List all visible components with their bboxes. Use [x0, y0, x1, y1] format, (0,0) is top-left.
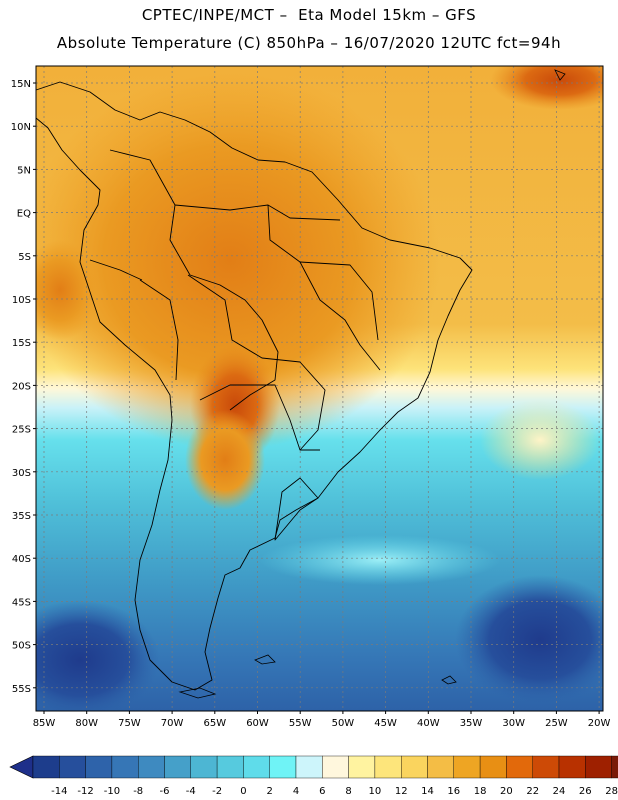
- colorbar-swatch: [506, 755, 533, 779]
- colorbar-swatch: [479, 755, 507, 779]
- lat-label: 55S: [12, 684, 31, 695]
- colorbar-tick-label: -10: [104, 786, 120, 797]
- temperature-field: [36, 66, 603, 711]
- colorbar-tick-label: 10: [369, 786, 382, 797]
- lon-label: 85W: [33, 718, 56, 729]
- colorbar-swatch: [85, 755, 113, 779]
- colorbar-swatch: [111, 755, 139, 779]
- colorbar-swatch: [453, 755, 481, 779]
- colorbar-swatch: [59, 755, 86, 779]
- lon-label: 30W: [502, 718, 525, 729]
- lat-label: 30S: [12, 468, 31, 479]
- lat-label: 20S: [12, 381, 31, 392]
- colorbar-swatch: [348, 755, 376, 779]
- colorbar-tick-label: 2: [267, 786, 273, 797]
- colorbar-swatch: [374, 755, 402, 779]
- colorbar-swatch: [611, 755, 618, 779]
- coastline: [35, 81, 473, 691]
- lat-label: 25S: [12, 425, 31, 436]
- colorbar-swatch: [558, 755, 586, 779]
- map-title-line-1: CPTEC/INPE/MCT – Eta Model 15km – GFS: [141, 6, 477, 24]
- lon-label: 50W: [332, 718, 355, 729]
- colorbar-tick-label: -14: [51, 786, 67, 797]
- colorbar-tick-label: -2: [212, 786, 222, 797]
- colorbar-tick-label: 12: [395, 786, 408, 797]
- lat-label: 5S: [18, 252, 31, 263]
- lon-label: 35W: [460, 718, 483, 729]
- lon-label: 70W: [161, 718, 184, 729]
- lon-label: 60W: [246, 718, 269, 729]
- colorbar-swatch: [190, 755, 218, 779]
- lon-label: 75W: [118, 718, 141, 729]
- colorbar-swatch: [32, 755, 60, 779]
- colorbar-tick-label: -4: [186, 786, 196, 797]
- colorbar-swatch: [401, 755, 428, 779]
- colorbar-tick-label: 22: [526, 786, 539, 797]
- lon-label: 65W: [203, 718, 226, 729]
- lat-label: 45S: [12, 597, 31, 608]
- lat-label: 15S: [12, 338, 31, 349]
- colorbar-tick-label: 26: [579, 786, 592, 797]
- lon-label: 25W: [545, 718, 568, 729]
- islands: [178, 69, 566, 699]
- lat-label: 15N: [11, 79, 31, 90]
- colorbar-tick-label: -8: [133, 786, 143, 797]
- lon-label: 80W: [75, 718, 98, 729]
- colorbar-swatch: [137, 755, 165, 779]
- colorbar-swatch: [216, 755, 244, 779]
- colorbar-tick-label: 16: [447, 786, 460, 797]
- lat-label: 35S: [12, 511, 31, 522]
- colorbar-tick-label: 8: [345, 786, 351, 797]
- colorbar-tick-label: 24: [553, 786, 566, 797]
- colorbar-tick-label: 4: [293, 786, 299, 797]
- colorbar-low-arrow: [9, 755, 34, 779]
- longitude-labels: 85W 80W 75W 70W 65W 60W 55W 50W 45W 40W 35W 30W 25W 2…: [33, 711, 611, 729]
- lon-label: 20W: [588, 718, 611, 729]
- lon-label: 40W: [417, 718, 440, 729]
- lat-label: 5N: [17, 165, 31, 176]
- colorbar-swatch: [295, 755, 323, 779]
- colorbar-tick-label: 6: [319, 786, 325, 797]
- lat-label: 50S: [12, 641, 31, 652]
- colorbar-swatch: [243, 755, 270, 779]
- colorbar-tick-label: 20: [500, 786, 513, 797]
- colorbar-tick-label: 18: [474, 786, 487, 797]
- lon-label: 45W: [374, 718, 397, 729]
- colorbar-swatch: [269, 755, 297, 779]
- colorbar-swatch: [322, 755, 349, 779]
- latitude-labels: 15N 10N 5N EQ 5S 10S 15S 20S 25S 30S 35S 40S 45S 50S 5…: [11, 79, 36, 695]
- colorbar-swatch: [164, 755, 191, 779]
- colorbar-tick-label: 14: [421, 786, 434, 797]
- colorbar-tick-label: 28: [605, 786, 618, 797]
- colorbar-tick-label: -6: [160, 786, 170, 797]
- lat-label: 10S: [12, 295, 31, 306]
- colorbar-swatch: [427, 755, 454, 779]
- colorbar-tick-label: 0: [240, 786, 246, 797]
- colorbar-swatch: [585, 755, 612, 779]
- lat-label: 40S: [12, 554, 31, 565]
- map-title-line-2: Absolute Temperature (C) 850hPa – 16/07/…: [56, 34, 562, 52]
- colorbar-swatch: [532, 755, 560, 779]
- colorbar-tick-label: -12: [77, 786, 93, 797]
- map-frame: [35, 65, 604, 712]
- lon-label: 55W: [289, 718, 312, 729]
- colorbar: -14 -12 -10 -8 -6 -4 -2 0 2 4 6 8 10 12 14 16 18 20 22 24 26…: [9, 755, 618, 797]
- lat-label: 10N: [11, 122, 31, 133]
- lat-label: EQ: [17, 209, 31, 220]
